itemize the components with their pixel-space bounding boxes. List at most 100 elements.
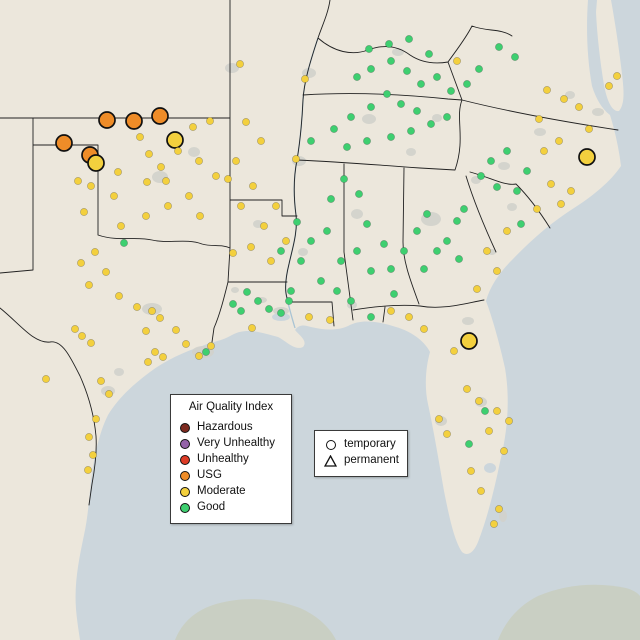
station-marker-good[interactable] — [353, 247, 361, 255]
station-marker-good[interactable] — [287, 287, 295, 295]
station-marker-good[interactable] — [427, 120, 435, 128]
station-marker-moderate[interactable] — [453, 57, 461, 65]
station-marker-good[interactable] — [493, 183, 501, 191]
station-marker-moderate[interactable] — [463, 385, 471, 393]
station-marker-moderate[interactable] — [493, 407, 501, 415]
station-marker-moderate[interactable] — [477, 487, 485, 495]
station-marker-moderate[interactable] — [575, 103, 583, 111]
station-marker-moderate[interactable] — [405, 313, 413, 321]
station-marker-moderate[interactable] — [282, 237, 290, 245]
station-marker-moderate[interactable] — [91, 248, 99, 256]
station-marker-moderate[interactable] — [71, 325, 79, 333]
station-marker-moderate[interactable] — [540, 147, 548, 155]
station-marker-good[interactable] — [307, 137, 315, 145]
station-marker-good[interactable] — [367, 267, 375, 275]
station-marker-moderate[interactable] — [533, 205, 541, 213]
station-marker-good[interactable] — [120, 239, 128, 247]
station-marker-moderate-temporary[interactable] — [166, 131, 184, 149]
station-marker-moderate[interactable] — [260, 222, 268, 230]
station-marker-moderate[interactable] — [557, 200, 565, 208]
station-marker-good[interactable] — [367, 313, 375, 321]
station-marker-moderate[interactable] — [84, 466, 92, 474]
station-marker-good[interactable] — [463, 80, 471, 88]
station-marker-moderate[interactable] — [467, 467, 475, 475]
station-marker-moderate[interactable] — [547, 180, 555, 188]
station-marker-usg-temporary[interactable] — [125, 112, 143, 130]
station-marker-moderate[interactable] — [535, 115, 543, 123]
station-marker-moderate[interactable] — [493, 267, 501, 275]
station-marker-moderate[interactable] — [505, 417, 513, 425]
station-marker-moderate[interactable] — [229, 249, 237, 257]
station-marker-moderate[interactable] — [172, 326, 180, 334]
station-marker-moderate-temporary[interactable] — [460, 332, 478, 350]
station-marker-good[interactable] — [387, 265, 395, 273]
station-marker-good[interactable] — [481, 407, 489, 415]
station-marker-good[interactable] — [487, 157, 495, 165]
station-marker-moderate[interactable] — [483, 247, 491, 255]
station-marker-moderate[interactable] — [473, 285, 481, 293]
station-marker-moderate[interactable] — [475, 397, 483, 405]
station-marker-moderate[interactable] — [613, 72, 621, 80]
station-marker-moderate[interactable] — [182, 340, 190, 348]
station-marker-good[interactable] — [365, 45, 373, 53]
station-marker-moderate[interactable] — [605, 82, 613, 90]
station-marker-moderate[interactable] — [110, 192, 118, 200]
station-marker-moderate[interactable] — [207, 342, 215, 350]
station-marker-good[interactable] — [405, 35, 413, 43]
station-marker-good[interactable] — [317, 277, 325, 285]
station-marker-moderate[interactable] — [97, 377, 105, 385]
station-marker-good[interactable] — [495, 43, 503, 51]
station-marker-moderate[interactable] — [543, 86, 551, 94]
station-marker-good[interactable] — [363, 220, 371, 228]
station-marker-moderate[interactable] — [292, 155, 300, 163]
station-marker-moderate[interactable] — [156, 314, 164, 322]
station-marker-moderate[interactable] — [117, 222, 125, 230]
station-marker-usg-temporary[interactable] — [98, 111, 116, 129]
station-marker-moderate[interactable] — [485, 427, 493, 435]
station-marker-moderate[interactable] — [248, 324, 256, 332]
station-marker-good[interactable] — [413, 227, 421, 235]
station-marker-moderate[interactable] — [242, 118, 250, 126]
station-marker-good[interactable] — [363, 137, 371, 145]
station-marker-good[interactable] — [443, 113, 451, 121]
station-marker-good[interactable] — [229, 300, 237, 308]
station-marker-good[interactable] — [453, 217, 461, 225]
station-marker-good[interactable] — [477, 172, 485, 180]
station-marker-good[interactable] — [465, 440, 473, 448]
station-marker-moderate[interactable] — [77, 259, 85, 267]
station-marker-moderate[interactable] — [85, 433, 93, 441]
station-marker-moderate[interactable] — [560, 95, 568, 103]
station-marker-moderate[interactable] — [555, 137, 563, 145]
station-marker-moderate[interactable] — [87, 182, 95, 190]
station-marker-moderate[interactable] — [114, 168, 122, 176]
station-marker-moderate[interactable] — [115, 292, 123, 300]
station-marker-moderate[interactable] — [567, 187, 575, 195]
station-marker-moderate[interactable] — [185, 192, 193, 200]
station-marker-good[interactable] — [330, 125, 338, 133]
station-marker-moderate[interactable] — [189, 123, 197, 131]
station-marker-moderate[interactable] — [247, 243, 255, 251]
station-marker-moderate[interactable] — [89, 451, 97, 459]
station-marker-moderate[interactable] — [159, 353, 167, 361]
station-marker-moderate[interactable] — [92, 415, 100, 423]
station-marker-moderate[interactable] — [195, 157, 203, 165]
station-marker-moderate[interactable] — [151, 348, 159, 356]
station-marker-good[interactable] — [265, 305, 273, 313]
station-marker-good[interactable] — [400, 247, 408, 255]
station-marker-good[interactable] — [323, 227, 331, 235]
station-marker-moderate[interactable] — [267, 257, 275, 265]
station-marker-good[interactable] — [413, 107, 421, 115]
station-marker-moderate[interactable] — [42, 375, 50, 383]
station-marker-moderate[interactable] — [224, 175, 232, 183]
station-marker-good[interactable] — [407, 127, 415, 135]
station-marker-good[interactable] — [511, 53, 519, 61]
station-marker-good[interactable] — [385, 40, 393, 48]
station-marker-moderate[interactable] — [148, 307, 156, 315]
station-marker-moderate[interactable] — [257, 137, 265, 145]
station-marker-good[interactable] — [243, 288, 251, 296]
station-marker-moderate-temporary[interactable] — [578, 148, 596, 166]
station-marker-good[interactable] — [337, 257, 345, 265]
station-marker-good[interactable] — [433, 247, 441, 255]
station-marker-good[interactable] — [343, 143, 351, 151]
